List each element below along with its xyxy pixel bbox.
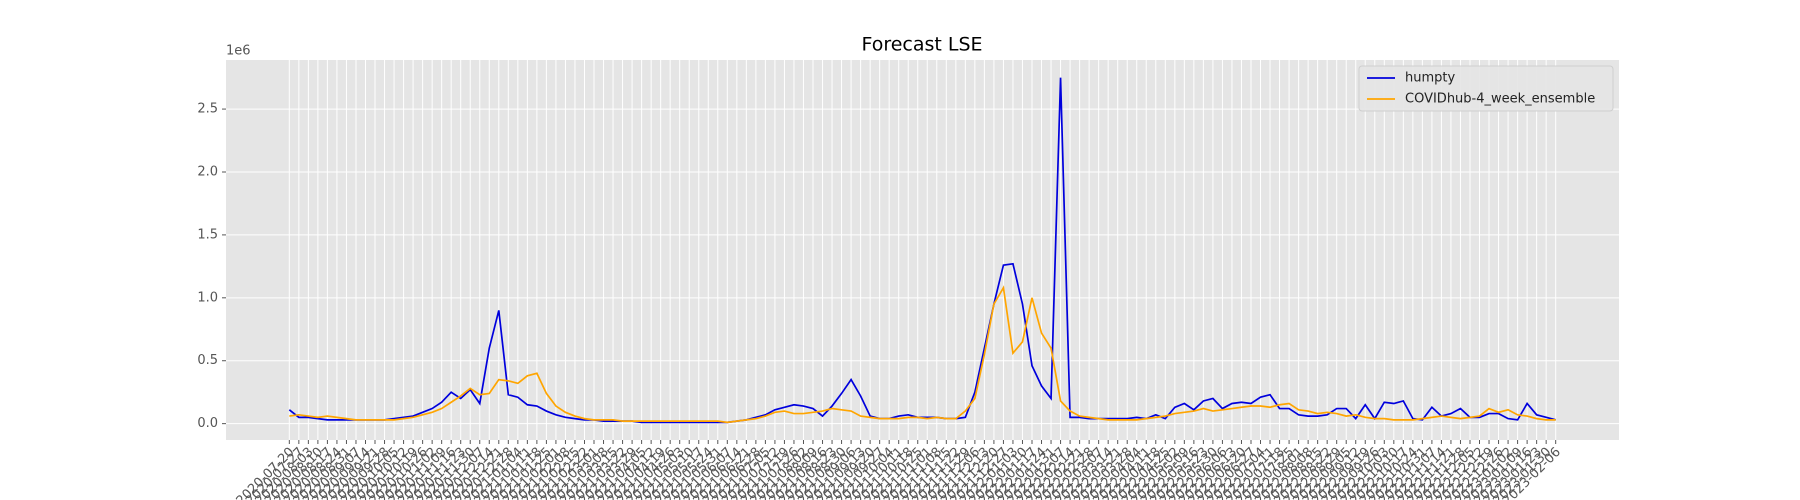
chart-title: Forecast LSE <box>861 34 982 56</box>
plot-area <box>226 60 1619 440</box>
y-tick-label: 0.5 <box>197 353 218 368</box>
legend-box <box>1358 65 1614 112</box>
grid <box>226 60 1619 440</box>
legend-label: humpty <box>1405 71 1455 86</box>
y-tick-label: 0.0 <box>197 416 218 431</box>
y-tick-label: 2.5 <box>197 102 218 117</box>
y-tick-label: 1.0 <box>197 290 218 305</box>
line-series <box>289 285 1556 424</box>
y-offset-text: 1e6 <box>226 44 251 59</box>
legend-label: COVIDhub-4_week_ensemble <box>1405 92 1595 107</box>
y-tick-label: 2.0 <box>197 164 218 179</box>
y-tick-label: 1.5 <box>197 227 218 242</box>
